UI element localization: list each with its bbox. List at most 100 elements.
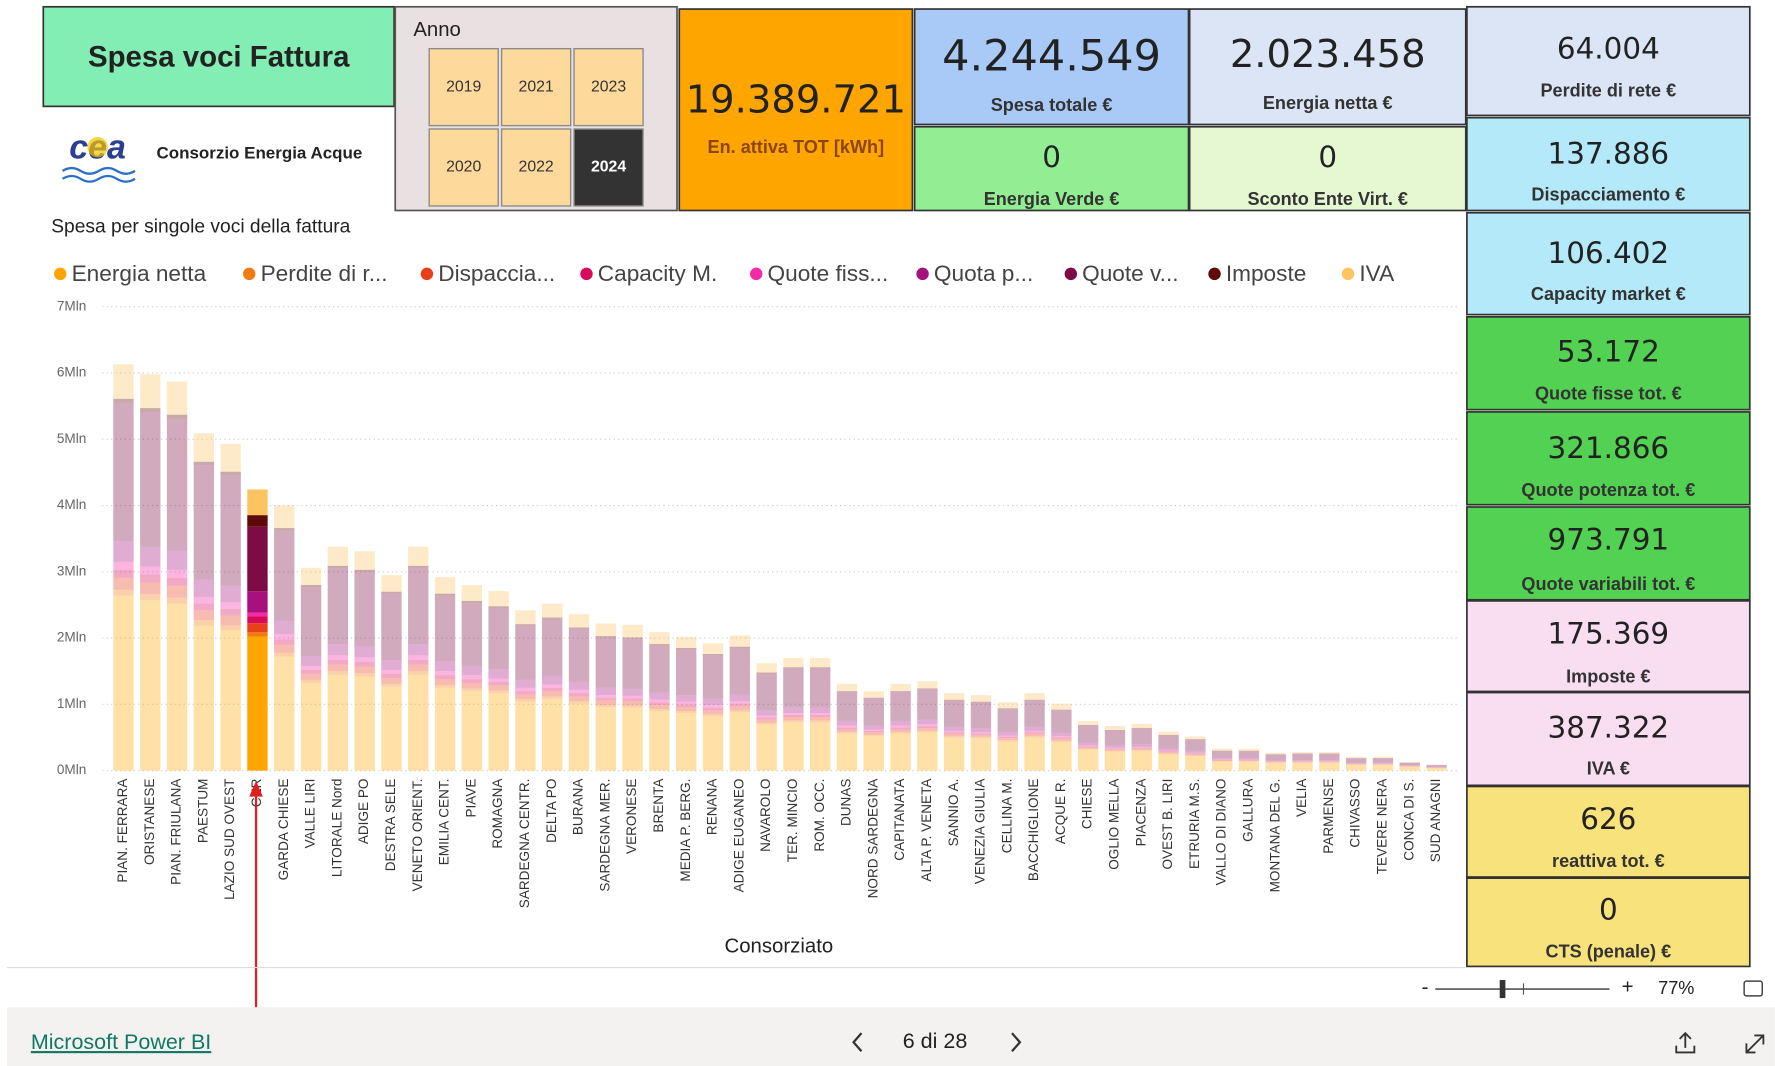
kpi-card (913, 8, 1190, 126)
x-tick-label: GARDA CHIESE (276, 779, 291, 881)
bar-segment (113, 364, 134, 399)
bar-segment (783, 667, 804, 669)
year-label[interactable]: 2023 (591, 78, 626, 95)
year-button[interactable] (500, 47, 572, 127)
bar-segment (997, 732, 1018, 736)
legend-label: Capacity M. (598, 261, 717, 286)
legend-dot (1341, 267, 1355, 281)
bar-segment (1238, 758, 1260, 760)
bar-segment (327, 546, 349, 566)
bar-segment (863, 734, 884, 737)
year-label[interactable]: 2022 (519, 159, 554, 176)
bar-segment (1024, 737, 1045, 771)
bar-segment (300, 679, 322, 684)
bar-segment (515, 624, 536, 626)
bar-segment (113, 561, 134, 570)
kpi-label: Perdite di rete € (1540, 80, 1676, 100)
year-label[interactable]: 2019 (446, 78, 481, 95)
bar-segment (702, 710, 724, 715)
bar-segment (702, 714, 724, 717)
bar-segment (327, 655, 349, 660)
year-button[interactable] (573, 128, 644, 207)
bar-segment (461, 683, 483, 689)
bar-segment (595, 687, 616, 696)
bar-segment (515, 694, 536, 700)
x-tick-label: PIAN. FERRARA (115, 778, 130, 883)
bar-segment (1024, 732, 1045, 734)
bar-segment (622, 637, 643, 639)
bar-segment (113, 541, 134, 562)
bar-segment (863, 725, 884, 730)
y-tick-label: 6Mln (57, 365, 86, 380)
zoom-thumb[interactable] (1499, 979, 1506, 999)
bar-segment (1051, 737, 1072, 739)
x-tick-label: CAPITANATA (892, 778, 907, 861)
bar-segment (890, 727, 911, 730)
y-tick-label: 5Mln (57, 431, 86, 446)
bar-segment (434, 675, 456, 680)
bar-segment (1185, 756, 1206, 771)
year-label[interactable]: 2020 (446, 159, 481, 176)
fit-icon[interactable] (1743, 980, 1763, 997)
bar-segment (917, 688, 938, 690)
bar-segment (756, 722, 777, 725)
expand-icon[interactable] (1745, 1034, 1765, 1054)
next-page[interactable] (1011, 1032, 1022, 1053)
bar-segment (649, 645, 670, 693)
bar-segment (943, 736, 965, 738)
bar-segment (247, 515, 268, 527)
year-label[interactable]: 2021 (519, 78, 554, 95)
bar-segment (140, 566, 161, 575)
bar-segment (756, 710, 777, 716)
year-button[interactable] (500, 128, 572, 207)
powerbi-link[interactable]: Microsoft Power BI (31, 1030, 211, 1054)
logo-sun (87, 136, 108, 158)
bar-segment (515, 691, 536, 695)
bar-segment (220, 475, 241, 586)
prev-page[interactable] (852, 1032, 863, 1053)
bar-segment (1104, 749, 1126, 751)
bar-segment (113, 402, 134, 542)
bar-segment (917, 732, 938, 771)
bar-segment (542, 603, 563, 618)
year-label[interactable]: 2024 (591, 159, 626, 176)
bar-segment (461, 679, 483, 684)
year-button[interactable] (428, 47, 499, 127)
bar-segment (1292, 753, 1313, 761)
bar-segment (1158, 754, 1179, 771)
bar-segment (970, 701, 992, 703)
bar-segment (649, 705, 670, 710)
bar-segment (676, 712, 697, 771)
bar-segment (542, 684, 563, 688)
bar-segment (1024, 736, 1045, 738)
bar-segment (729, 712, 750, 771)
bar-segment (1238, 750, 1260, 759)
zoom-plus[interactable]: + (1622, 976, 1634, 998)
bar-segment (568, 701, 590, 704)
bar-segment (1265, 752, 1286, 755)
bar-segment (1131, 728, 1152, 745)
bar-segment (515, 699, 536, 702)
bar-segment (836, 733, 858, 771)
year-button[interactable] (428, 128, 499, 207)
bar-segment (676, 707, 697, 711)
bar-segment (193, 433, 215, 462)
bar-segment (488, 681, 509, 686)
bar-segment (461, 691, 483, 771)
kpi-card (1188, 125, 1467, 212)
bar-segment (542, 691, 563, 697)
bar-segment (381, 593, 402, 660)
year-button[interactable] (573, 47, 644, 127)
bar-segment (354, 676, 375, 771)
bar-segment (515, 679, 536, 688)
bar-segment (542, 675, 563, 685)
bar-segment (408, 567, 429, 645)
bar-segment (970, 733, 992, 735)
bar-segment (327, 565, 349, 568)
zoom-minus[interactable]: - (1422, 976, 1429, 998)
legend-label: Energia netta (72, 261, 207, 286)
share-icon[interactable] (1675, 1031, 1696, 1054)
bar-segment (568, 628, 590, 682)
kpi-label: Dispacciamento € (1531, 185, 1685, 205)
bar-segment (1077, 748, 1099, 750)
